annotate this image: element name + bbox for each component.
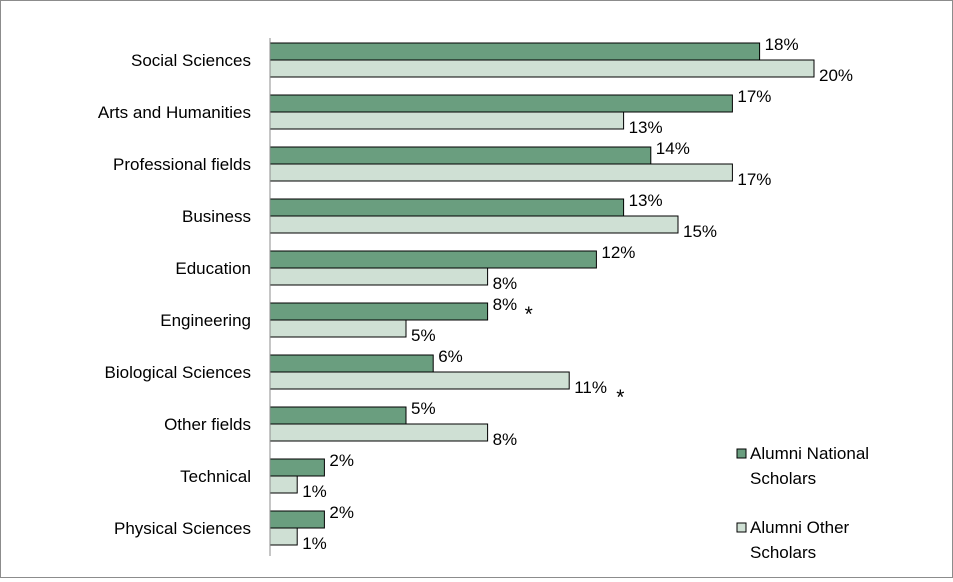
bar-national [269,250,597,269]
bar-national [269,458,325,477]
data-label: 1% [302,534,327,553]
category-label: Social Sciences [131,51,251,70]
bar-other [269,527,298,546]
data-label: 18% [765,35,799,54]
data-label: 8% [493,295,518,314]
legend-label-other-line2: Scholars [750,543,816,562]
data-label: 1% [302,482,327,501]
legend-swatch-national [736,448,747,459]
bar-national [269,406,407,425]
data-label: 17% [737,170,771,189]
legend-label-other-line1: Alumni Other [750,518,850,537]
data-label: 2% [329,503,354,522]
significance-marker: * [525,303,533,326]
category-label: Technical [180,467,251,486]
category-label: Education [175,259,251,278]
bar-national [269,354,434,373]
data-label: 14% [656,139,690,158]
data-label: 8% [493,274,518,293]
data-label: 13% [629,191,663,210]
category-label: Business [182,207,251,226]
bar-national [269,42,761,61]
bar-national [269,198,625,217]
data-label: 5% [411,326,436,345]
bar-other [269,59,815,78]
category-label: Other fields [164,415,251,434]
bar-national [269,302,489,321]
bar-other [269,423,489,442]
bar-other [269,319,407,338]
bar-national [269,510,325,529]
category-label: Arts and Humanities [98,103,251,122]
category-label: Professional fields [113,155,251,174]
data-label: 12% [601,243,635,262]
bar-other [269,111,625,130]
significance-marker: * [616,386,624,409]
bar-other [269,267,489,286]
data-label: 8% [493,430,518,449]
legend: Alumni National Scholars Alumni Other Sc… [736,444,869,562]
data-label: 6% [438,347,463,366]
category-label: Biological Sciences [105,363,251,382]
bar-national [269,94,733,113]
data-label: 11% [574,378,607,397]
legend-label-national-line2: Scholars [750,469,816,488]
bar-national [269,146,652,165]
data-label: 15% [683,222,717,241]
category-label: Engineering [160,311,251,330]
data-label: 5% [411,399,436,418]
bar-other [269,163,733,182]
bar-other [269,215,679,234]
bar-other [269,475,298,494]
data-label: 17% [737,87,771,106]
legend-label-national-line1: Alumni National [750,444,869,463]
labels-layer: Social Sciences 18% 20% Arts and Humanities… [98,35,853,553]
data-label: 20% [819,66,853,85]
data-label: 13% [629,118,663,137]
legend-swatch-other [736,522,747,533]
data-label: 2% [329,451,354,470]
category-label: Physical Sciences [114,519,251,538]
bar-other [269,371,570,390]
